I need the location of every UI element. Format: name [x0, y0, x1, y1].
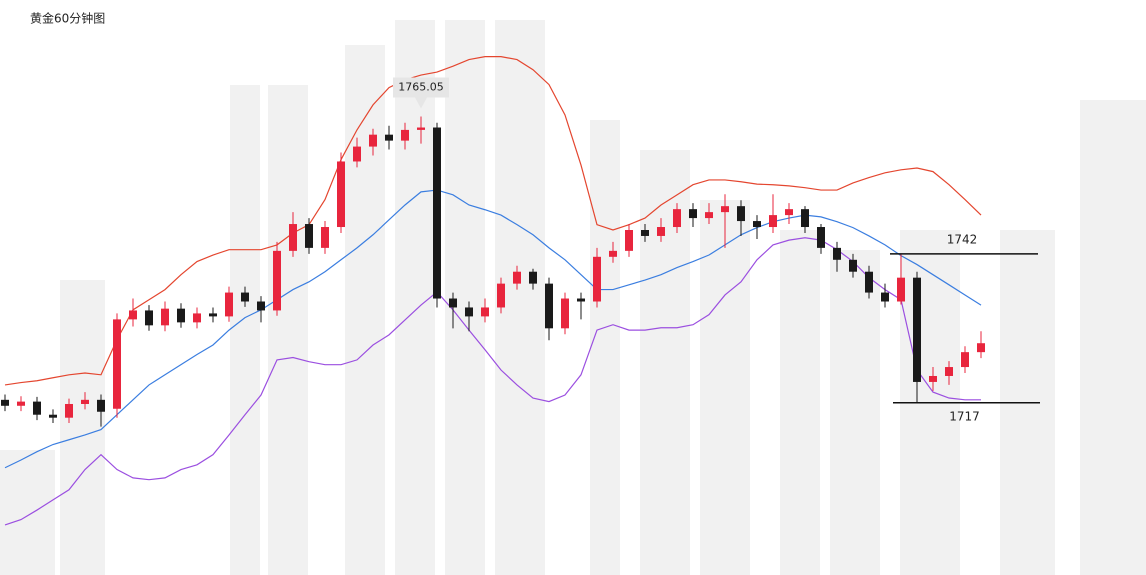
candle-body — [689, 209, 697, 219]
candle-body — [705, 212, 713, 219]
candle-body — [673, 209, 681, 228]
candle-body — [465, 307, 473, 317]
candle-body — [177, 308, 185, 323]
annotation-box — [393, 77, 449, 98]
candle-body — [625, 230, 633, 251]
candle-body — [977, 343, 985, 353]
candle-body — [817, 227, 825, 248]
candle-body — [737, 206, 745, 222]
candle-body — [801, 209, 809, 228]
candle-body — [881, 292, 889, 302]
band-line — [4, 189, 982, 469]
level-label: 1742 — [947, 232, 978, 246]
background — [0, 20, 1146, 575]
candle-body — [273, 250, 281, 311]
candle-body — [385, 134, 393, 141]
candle-body — [33, 401, 41, 415]
annotation-label: 1765.05 — [398, 80, 444, 93]
band-line — [4, 56, 982, 386]
candle-body — [913, 277, 921, 382]
candle-body — [1, 399, 9, 406]
candle-body — [433, 127, 441, 299]
candle-body — [401, 129, 409, 141]
candle-body — [721, 206, 729, 213]
candle-body — [561, 298, 569, 329]
candle-body — [209, 313, 217, 317]
candle-body — [417, 127, 425, 130]
candle-body — [257, 301, 265, 311]
candle-body — [369, 134, 377, 147]
level-label: 1717 — [949, 409, 980, 423]
candle-body — [241, 292, 249, 302]
candle-body — [593, 256, 601, 302]
candle-body — [545, 283, 553, 329]
candle-body — [785, 209, 793, 216]
candle-body — [865, 271, 873, 293]
candle-body — [769, 215, 777, 228]
candle-body — [353, 146, 361, 162]
candle-body — [497, 283, 505, 308]
annotation-pointer — [415, 97, 427, 109]
candle-body — [577, 298, 585, 302]
candle-body — [897, 277, 905, 302]
candle-body — [929, 375, 937, 382]
candle-body — [81, 399, 89, 404]
candle-body — [609, 250, 617, 257]
candle-body — [657, 227, 665, 236]
candle-body — [113, 319, 121, 409]
candle-body — [49, 414, 57, 418]
candle-body — [129, 310, 137, 320]
candle-body — [17, 401, 25, 406]
candle-body — [961, 352, 969, 368]
candle-body — [97, 399, 105, 412]
candle-body — [641, 230, 649, 236]
candle-body — [161, 308, 169, 326]
candle-body — [833, 247, 841, 260]
candle-body — [289, 224, 297, 251]
candle-body — [481, 307, 489, 317]
candle-body — [945, 367, 953, 376]
candle-body — [193, 313, 201, 323]
candle-body — [449, 298, 457, 308]
candle-body — [849, 259, 857, 272]
candle-body — [225, 292, 233, 317]
candle-body — [529, 271, 537, 284]
candle-body — [65, 403, 73, 418]
candle-body — [145, 310, 153, 326]
candle-body — [753, 221, 761, 228]
chart-title: 黄金60分钟图 — [30, 11, 105, 26]
candle-body — [321, 227, 329, 248]
candle-body — [305, 224, 313, 248]
candle-body — [337, 161, 345, 228]
candle-body — [513, 271, 521, 284]
